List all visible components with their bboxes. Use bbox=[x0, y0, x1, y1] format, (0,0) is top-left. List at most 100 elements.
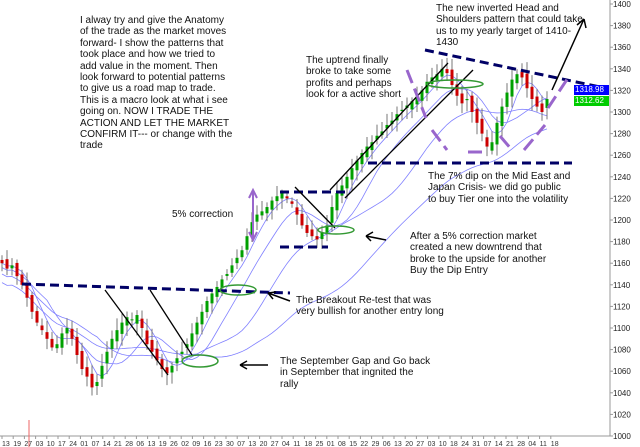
candle-body bbox=[445, 69, 449, 74]
candle-body bbox=[285, 196, 289, 199]
x-tick-label: 29 bbox=[372, 441, 380, 447]
y-tick-label: 1280 bbox=[613, 130, 631, 139]
y-tick-label: 1240 bbox=[613, 173, 631, 182]
candle-body bbox=[360, 153, 364, 165]
candle-body bbox=[470, 95, 474, 112]
candle-body bbox=[235, 257, 239, 264]
y-tick-label: 1000 bbox=[613, 432, 631, 441]
candle-body bbox=[545, 99, 549, 108]
candle-body bbox=[295, 207, 299, 215]
candle-body bbox=[135, 315, 139, 324]
head-shoulders-annotation: The new inverted Head and Shoulders patt… bbox=[436, 3, 583, 49]
correction-range-arrow bbox=[248, 187, 258, 243]
candle-body bbox=[310, 229, 314, 237]
x-tick-label: 16 bbox=[204, 441, 212, 447]
x-tick-label: 27 bbox=[271, 441, 279, 447]
x-tick-label: 19 bbox=[159, 441, 167, 447]
x-tick-label: 18 bbox=[450, 441, 458, 447]
candle-body bbox=[355, 160, 359, 171]
candle-body bbox=[60, 333, 64, 348]
candle-body bbox=[175, 358, 179, 364]
candle-body bbox=[80, 350, 84, 370]
x-tick-label: 25 bbox=[316, 441, 324, 447]
y-tick-label: 1140 bbox=[613, 281, 631, 290]
candle-body bbox=[0, 259, 4, 264]
x-tick-label: 15 bbox=[349, 441, 357, 447]
candle-body bbox=[85, 367, 89, 377]
candle-body bbox=[150, 339, 154, 352]
candle-body bbox=[300, 213, 304, 226]
candle-body bbox=[10, 265, 14, 269]
dip-entry-ellipse bbox=[317, 225, 355, 235]
x-tick-label: 01 bbox=[327, 441, 335, 447]
candle-body bbox=[455, 84, 459, 96]
uptrend-channel-upper bbox=[344, 69, 474, 199]
candle-body bbox=[140, 318, 144, 328]
after-correction-annotation: After a 5% correction market created a n… bbox=[410, 231, 547, 277]
x-tick-label: 30 bbox=[226, 441, 234, 447]
x-tick-label: 18 bbox=[551, 441, 559, 447]
breakout-annotation: The Breakout Re-test that was very bulli… bbox=[296, 295, 444, 318]
x-tick-label: 13 bbox=[248, 441, 256, 447]
candle-body bbox=[270, 200, 274, 210]
candle-body bbox=[325, 225, 329, 233]
candle-body bbox=[520, 72, 524, 78]
last-price-tag: 1318.98 bbox=[574, 85, 609, 95]
moving-average-line bbox=[1, 108, 548, 363]
x-tick-label: 31 bbox=[472, 441, 480, 447]
x-tick-label: 23 bbox=[215, 441, 223, 447]
candle-body bbox=[105, 351, 109, 364]
candle-body bbox=[350, 168, 354, 180]
x-tick-label: 02 bbox=[181, 441, 189, 447]
candle-body bbox=[345, 176, 349, 189]
candle-body bbox=[415, 96, 419, 105]
x-tick-label: 20 bbox=[260, 441, 268, 447]
candle-body bbox=[50, 338, 54, 348]
candle-body bbox=[75, 336, 79, 355]
candle-body bbox=[210, 293, 214, 304]
candle-body bbox=[280, 193, 284, 199]
candle-body bbox=[180, 351, 184, 354]
candle-body bbox=[490, 142, 494, 151]
x-tick-label: 04 bbox=[528, 441, 536, 447]
breakout-retest-ellipse bbox=[219, 284, 257, 296]
y-tick-label: 1060 bbox=[613, 367, 631, 376]
candle-body bbox=[225, 274, 229, 276]
candle-body bbox=[400, 109, 404, 111]
candle-body bbox=[320, 232, 324, 240]
y-tick-label: 1360 bbox=[613, 43, 631, 52]
candle-body bbox=[410, 101, 414, 110]
top-ellipse bbox=[426, 79, 484, 89]
x-tick-label: 19 bbox=[13, 441, 21, 447]
candle-body bbox=[435, 74, 439, 81]
x-tick-label: 22 bbox=[360, 441, 368, 447]
y-tick-label: 1340 bbox=[613, 65, 631, 74]
candle-body bbox=[145, 330, 149, 345]
candle-body bbox=[15, 262, 19, 277]
candle-body bbox=[160, 359, 164, 370]
candle-body bbox=[315, 236, 319, 240]
candle-body bbox=[480, 118, 484, 134]
x-tick-label: 04 bbox=[282, 441, 290, 447]
breakout-resistance-line bbox=[21, 282, 291, 295]
x-tick-label: 18 bbox=[304, 441, 312, 447]
candle-body bbox=[485, 137, 489, 147]
candle-body bbox=[510, 79, 514, 97]
x-tick-label: 27 bbox=[24, 441, 32, 447]
candle-body bbox=[55, 344, 59, 349]
x-tick-label: 24 bbox=[69, 441, 77, 447]
candle-body bbox=[165, 367, 169, 374]
x-tick-label: 10 bbox=[439, 441, 447, 447]
x-tick-label: 28 bbox=[125, 441, 133, 447]
candle-body bbox=[370, 142, 374, 151]
september-gap-ellipse bbox=[181, 354, 219, 368]
x-tick-label: 07 bbox=[484, 441, 492, 447]
candle-body bbox=[535, 96, 539, 107]
head-shoulders-neckline bbox=[424, 48, 601, 89]
candle-body bbox=[45, 332, 49, 339]
candle-body bbox=[540, 103, 544, 112]
y-tick-label: 1180 bbox=[613, 238, 631, 247]
x-tick-label: 06 bbox=[136, 441, 144, 447]
candle-body bbox=[35, 311, 39, 323]
